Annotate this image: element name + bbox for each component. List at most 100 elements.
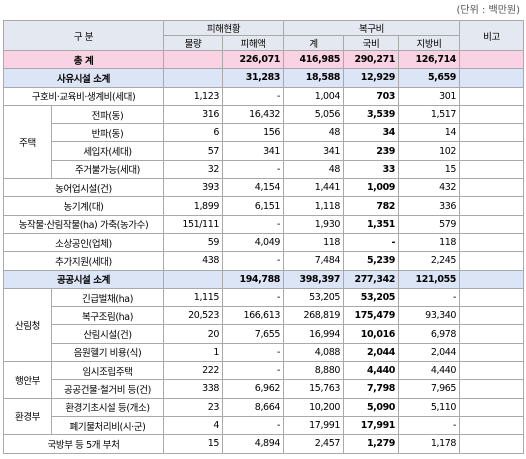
value-cell: 5,090 (343, 397, 399, 417)
value-cell: 1,009 (343, 178, 399, 198)
value-cell: 15 (163, 434, 223, 454)
value-cell: 166,613 (222, 306, 284, 326)
value-cell: - (222, 159, 284, 180)
value-cell: 782 (343, 196, 399, 216)
table-row: 주거불가능(세대) 32-48 33 15 (4, 159, 525, 180)
value-cell: 4,440 (397, 361, 461, 381)
table-row: 반파(동) 6 156 48 34 14 (4, 123, 525, 143)
table-row: 농어업시설(건) 393 4,154 1,441 1,009 432 (3, 178, 525, 198)
table-row: 농작물·산림작물(ha) 가축(농가수) 151/111-1,930 1,351 57… (3, 214, 525, 234)
value-cell: 93,340 (397, 306, 461, 326)
note-cell (459, 159, 525, 180)
table-row: 공공건물·철거비 등(건) 338 6,962 15,763 7,798 7,965 (4, 379, 525, 399)
note-cell (459, 49, 525, 70)
row-label: 총 계 (3, 49, 164, 70)
table-row: 구호비·교육비·생계비(세대) 1,123-1,004 703 301 (3, 86, 525, 106)
row-label: 소상공인(업체) (3, 232, 164, 253)
value-cell: - (222, 251, 284, 271)
value-cell: 10,200 (283, 397, 344, 417)
value-cell: 48 (283, 159, 344, 180)
note-cell (459, 415, 525, 436)
note-cell (459, 196, 525, 216)
value-cell: 48 (283, 123, 344, 143)
value-cell: 226,071 (222, 49, 284, 70)
note-cell (459, 214, 525, 234)
row-label: 주거불가능(세대) (51, 159, 164, 180)
value-cell: 5,239 (343, 251, 399, 271)
table-row: 음원헬기 비용(식) 1-4,088 2,044 2,044 (4, 342, 525, 363)
row-label: 폐기물처리비(시·군) (51, 415, 164, 436)
note-cell (459, 141, 525, 161)
value-cell: 2,457 (283, 434, 344, 454)
value-cell: 432 (397, 178, 461, 198)
value-cell: 31,283 (222, 68, 284, 88)
value-cell: 102 (397, 141, 461, 161)
table-row: 산림시설(건) 20 7,655 16,994 10,016 6,978 (4, 324, 525, 344)
value-cell: 301 (397, 86, 461, 106)
value-cell: 239 (343, 141, 399, 161)
group-cell: 환경부 (3, 397, 52, 436)
value-cell: 175,479 (343, 306, 399, 326)
value-cell: 6,978 (397, 324, 461, 344)
value-cell: 579 (397, 214, 461, 234)
table-row: 산림청 긴급벌채(ha) 1,115-53,205 53,205- (3, 287, 525, 363)
value-cell (163, 49, 223, 70)
table-body: 총 계 226,071 416,985 290,271 126,714 사유시설 소계 31… (3, 49, 525, 454)
table-row: 공공시설 소계 194,788 398,397 277,342 121,055 (3, 269, 525, 289)
value-cell (163, 68, 223, 88)
value-cell: 17,991 (283, 415, 344, 436)
value-cell: 7,484 (283, 251, 344, 271)
note-cell (459, 324, 525, 344)
value-cell: 59 (163, 232, 223, 253)
group-cell: 주택 (3, 104, 52, 180)
value-cell: 1,115 (163, 287, 223, 308)
row-label: 공공시설 소계 (3, 269, 164, 289)
header-cell: 구 분 (3, 20, 164, 51)
value-cell: - (397, 415, 461, 436)
recovery-table: 구 분 피해현황 복구비 비고 물량 피해액 계 국비 지방비 총 계 226,0… (3, 20, 525, 454)
value-cell: 416,985 (283, 49, 344, 70)
value-cell: 7,655 (222, 324, 284, 344)
value-cell: 1,441 (283, 178, 344, 198)
value-cell: 7,798 (343, 379, 399, 399)
value-cell: - (222, 342, 284, 363)
note-cell (459, 361, 525, 381)
table-row: 사유시설 소계 31,283 18,588 12,929 5,659 (3, 68, 525, 88)
value-cell: 57 (163, 141, 223, 161)
header-cell: 피해현황 (163, 20, 284, 36)
value-cell: 277,342 (343, 269, 399, 289)
value-cell: - (343, 232, 399, 253)
header-cell: 지방비 (397, 35, 461, 51)
value-cell: 16,994 (283, 324, 344, 344)
value-cell: 1,279 (343, 434, 399, 454)
value-cell: 15,763 (283, 379, 344, 399)
value-cell: 1,118 (283, 196, 344, 216)
table-row: 세입자(세대) 57 341 341 239 102 (4, 141, 525, 161)
value-cell: 126,714 (397, 49, 461, 70)
value-cell: 2,044 (397, 342, 461, 363)
table-row: 환경부 환경기초시설 등(개소) 23 8,664 10,200 5,090 5,110 (3, 397, 525, 436)
header-cell: 물량 (163, 35, 223, 51)
row-label: 농어업시설(건) (3, 178, 164, 198)
value-cell: - (222, 287, 284, 308)
row-label: 세입자(세대) (51, 141, 164, 161)
table-row: 소상공인(업체) 59 4,049 118-118 (3, 232, 525, 253)
value-cell: 6,962 (222, 379, 284, 399)
value-cell (163, 269, 223, 289)
value-cell: 6,151 (222, 196, 284, 216)
note-cell (459, 342, 525, 363)
table-row: 총 계 226,071 416,985 290,271 126,714 (3, 49, 525, 70)
row-label: 전파(동) (51, 104, 164, 125)
value-cell: 8,880 (283, 361, 344, 381)
note-cell (459, 397, 525, 417)
value-cell: 338 (163, 379, 223, 399)
note-cell (459, 232, 525, 253)
note-cell (459, 68, 525, 88)
value-cell: 151/111 (163, 214, 223, 234)
row-label: 임시조립주택 (51, 361, 164, 381)
value-cell: 6 (163, 123, 223, 143)
value-cell: - (222, 86, 284, 106)
value-cell: 1,004 (283, 86, 344, 106)
value-cell: 14 (397, 123, 461, 143)
